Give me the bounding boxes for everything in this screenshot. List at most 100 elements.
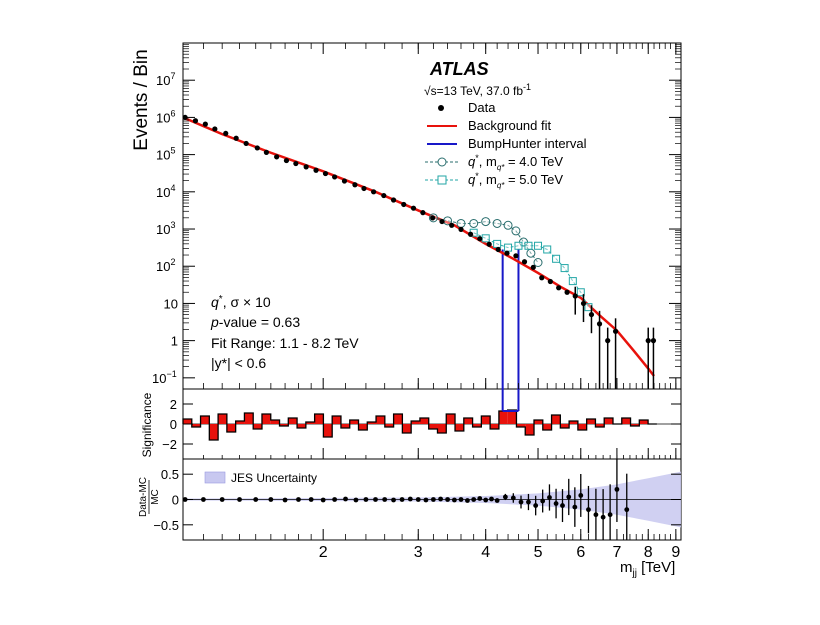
- data-point: [243, 140, 249, 147]
- x-tick-label: 6: [576, 544, 585, 561]
- significance-bar: [305, 422, 315, 424]
- q5-signal-point: [504, 243, 513, 252]
- q5-signal-point: [552, 254, 561, 263]
- data-point: [223, 130, 229, 137]
- ratio-point: [465, 498, 470, 503]
- q4-signal-point: [481, 217, 491, 227]
- y-tick-label: 10: [164, 296, 178, 311]
- q4-signal-point: [503, 220, 513, 230]
- significance-bar: [384, 424, 394, 427]
- data-point: [263, 149, 270, 155]
- ratio-point: [510, 495, 516, 501]
- data-point: [564, 289, 570, 295]
- data-point: [458, 226, 464, 232]
- data-point: [530, 264, 536, 270]
- ratio-point: [438, 496, 443, 502]
- significance-bar: [270, 420, 280, 424]
- ystar-cut-label: |y*| < 0.6: [211, 355, 266, 371]
- data-point: [361, 185, 367, 192]
- significance-bar: [253, 424, 262, 429]
- significance-bar: [639, 420, 649, 424]
- experiment-label: ATLAS: [429, 59, 489, 79]
- significance-bar: [340, 424, 350, 428]
- ratio-point: [586, 507, 591, 513]
- data-point: [410, 205, 417, 211]
- ratio-tick-label: 0.5: [161, 467, 179, 482]
- data-point: [556, 285, 562, 291]
- q5-signal-layer: [469, 228, 593, 312]
- data-point: [588, 311, 595, 318]
- significance-bar: [516, 424, 526, 427]
- data-point: [381, 192, 387, 199]
- significance-bar: [367, 422, 377, 424]
- ratio-axis-title-numerator: Data-MC: [138, 477, 149, 517]
- data-point: [313, 167, 319, 173]
- data-point: [341, 178, 348, 184]
- ratio-point: [533, 503, 539, 508]
- data-point: [322, 170, 329, 177]
- data-point: [605, 338, 611, 344]
- significance-bar: [288, 418, 298, 424]
- data-point: [504, 250, 510, 256]
- y-tick-label: 105: [156, 146, 175, 163]
- q4-signal-point: [526, 248, 536, 258]
- significance-bar: [349, 420, 359, 424]
- data-point: [192, 118, 199, 124]
- axes-layer: 2 3 4 5 6 7 8 910710610510410310210110−120−20.5…: [152, 43, 681, 561]
- energy-lumi-label: √s=13 TeV, 37.0 fb-1: [424, 82, 531, 98]
- data-point: [650, 338, 657, 344]
- ratio-axis-title-denominator: MC: [150, 489, 161, 505]
- x-tick-label: 9: [671, 544, 680, 561]
- sig-tick-label: −2: [162, 437, 177, 452]
- q4-signal-point: [511, 226, 521, 236]
- legend-bh-label: BumpHunter interval: [468, 136, 587, 151]
- data-point: [572, 293, 578, 299]
- q4-signal-layer: [428, 213, 543, 268]
- ratio-point: [237, 497, 242, 502]
- significance-bar: [577, 424, 587, 430]
- ratio-point: [600, 514, 606, 520]
- significance-bar: [446, 414, 456, 424]
- y-tick-label: 106: [156, 108, 175, 125]
- ratio-point: [201, 497, 206, 502]
- ratio-point: [578, 493, 584, 498]
- q4-signal-point: [533, 258, 543, 268]
- data-point: [477, 236, 483, 242]
- x-tick-label: 7: [612, 544, 621, 561]
- q4-signal-point: [469, 218, 479, 228]
- ratio-point: [382, 497, 388, 502]
- significance-bar: [332, 416, 341, 424]
- data-point: [439, 218, 445, 225]
- data-point: [274, 154, 280, 160]
- significance-bar: [490, 424, 499, 429]
- ratio-point: [477, 496, 483, 501]
- q4-signal-point: [492, 218, 502, 228]
- ratio-point: [560, 503, 565, 508]
- x-tick-label: 5: [534, 544, 543, 561]
- legend-q5-label: q*, mq* = 5.0 TeV: [468, 171, 563, 190]
- q5-signal-point: [568, 277, 577, 286]
- significance-bars-layer: [182, 409, 681, 441]
- y-tick-label: 1: [171, 334, 178, 349]
- legend-q4-label: q*, mq* = 4.0 TeV: [468, 153, 563, 172]
- ratio-point: [572, 504, 578, 510]
- ratio-point: [494, 498, 500, 503]
- significance-bar: [314, 414, 324, 424]
- q5-signal-point: [514, 241, 523, 250]
- ratio-point: [553, 501, 559, 506]
- significance-bar: [437, 424, 447, 433]
- significance-bar: [393, 414, 403, 424]
- data-points-layer: [182, 114, 657, 389]
- x-axis-title: mjj [TeV]: [620, 559, 675, 579]
- data-point: [467, 231, 474, 237]
- ratio-axis-title: Data-MC MC: [138, 477, 161, 517]
- sig-tick-label: 0: [170, 417, 177, 432]
- data-point: [371, 189, 377, 195]
- ratio-point: [363, 497, 369, 502]
- significance-bar: [218, 414, 227, 424]
- ratio-point: [308, 497, 314, 502]
- data-point: [486, 241, 492, 247]
- significance-bar: [402, 424, 412, 433]
- y-tick-label: 104: [156, 183, 175, 200]
- data-point: [430, 215, 436, 221]
